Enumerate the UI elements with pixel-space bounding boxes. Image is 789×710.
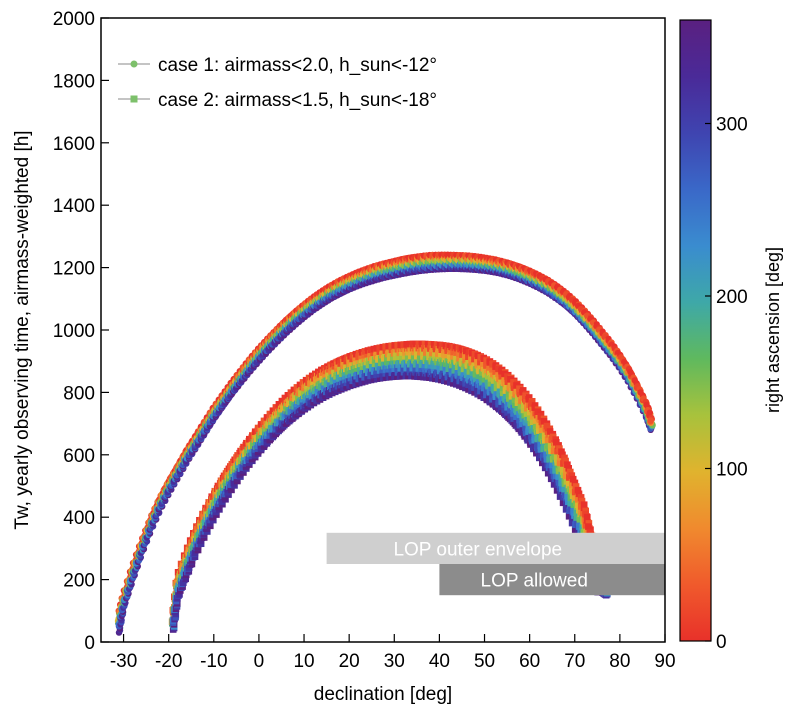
data-point (647, 417, 654, 424)
